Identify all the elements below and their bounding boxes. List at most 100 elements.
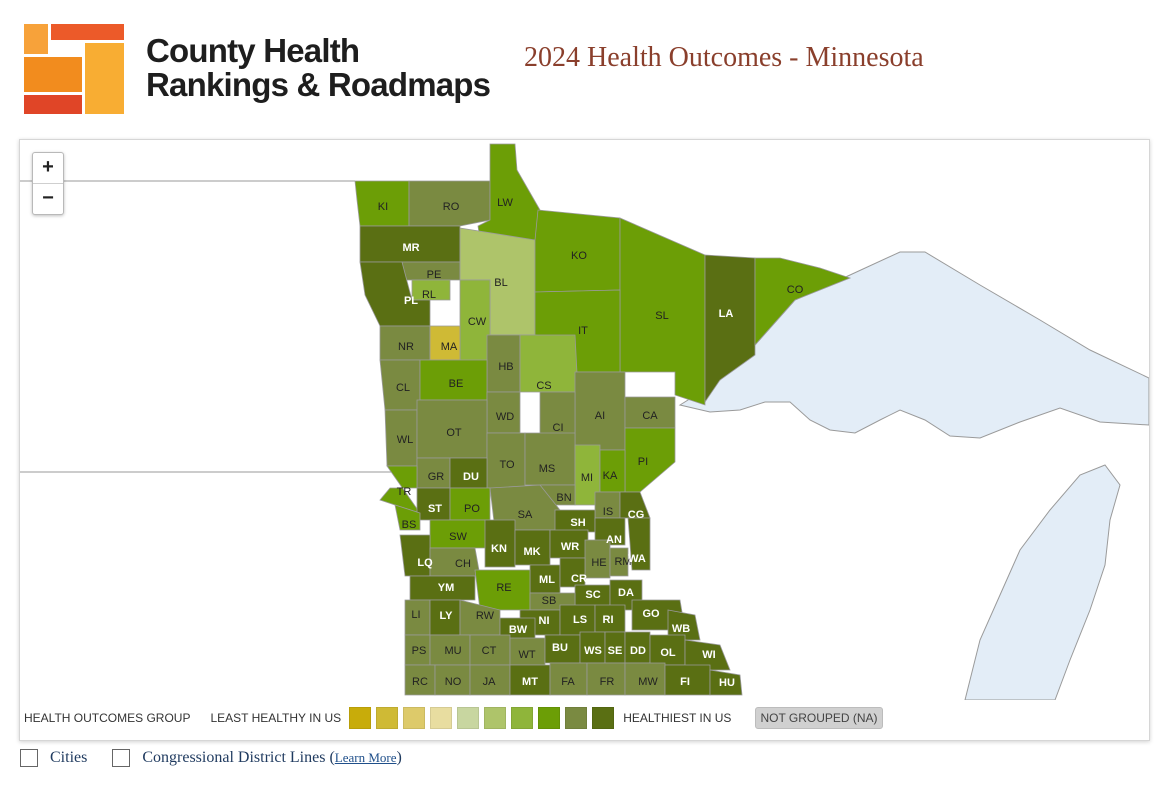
cities-checkbox[interactable]: [20, 749, 38, 767]
county-he[interactable]: [584, 539, 611, 579]
county-ca[interactable]: [624, 396, 676, 429]
county-cs[interactable]: [519, 334, 579, 393]
county-co[interactable]: [754, 257, 852, 347]
county-an[interactable]: [594, 517, 626, 546]
zoom-out-button[interactable]: −: [42, 187, 54, 209]
county-rc[interactable]: [404, 664, 436, 696]
brand-name: County Health Rankings & Roadmaps: [146, 32, 491, 102]
county-cw[interactable]: [459, 279, 491, 371]
cities-label[interactable]: Cities: [50, 749, 88, 766]
county-sh[interactable]: [554, 509, 596, 533]
legend-healthiest-label: HEALTHIEST IN US: [623, 711, 732, 725]
county-dd[interactable]: [624, 631, 651, 664]
county-se[interactable]: [604, 631, 626, 664]
county-du[interactable]: [449, 457, 488, 489]
county-is[interactable]: [594, 491, 621, 519]
map-options: Cities Congressional District Lines (Lea…: [20, 749, 402, 767]
county-kn[interactable]: [484, 519, 516, 568]
county-pe[interactable]: [401, 261, 461, 281]
county-ko[interactable]: [534, 209, 621, 293]
county-ws[interactable]: [579, 631, 606, 664]
county-mu[interactable]: [429, 634, 471, 666]
county-wr[interactable]: [549, 529, 589, 559]
county-wb[interactable]: [667, 609, 701, 641]
county-pl[interactable]: [359, 261, 431, 327]
county-mk[interactable]: [514, 529, 551, 566]
map-panel[interactable]: KI RO LW MR PE RL PL BL KO SL LA CO IT CW NR MA HB CS CL BE…: [19, 139, 1150, 741]
county-no[interactable]: [434, 664, 471, 696]
county-ms[interactable]: [524, 432, 576, 486]
legend-swatch-10: [592, 707, 615, 729]
water-bodies: [678, 251, 1149, 700]
county-ma[interactable]: [429, 325, 461, 361]
county-tr[interactable]: [379, 465, 422, 514]
county-st[interactable]: [416, 487, 451, 521]
legend-not-grouped-badge: NOT GROUPED (NA): [755, 707, 883, 729]
county-hb[interactable]: [486, 334, 521, 393]
brand-line-1: County Health: [146, 32, 360, 69]
counties[interactable]: [354, 143, 852, 696]
county-cr[interactable]: [559, 557, 586, 588]
legend-swatch-4: [430, 707, 453, 729]
zoom-in-button[interactable]: +: [33, 153, 63, 184]
county-wi[interactable]: [684, 639, 731, 671]
county-mw[interactable]: [624, 662, 666, 696]
county-nr[interactable]: [379, 325, 431, 361]
county-bs[interactable]: [394, 504, 421, 531]
county-ot[interactable]: [416, 399, 488, 459]
county-wa[interactable]: [627, 517, 651, 571]
county-cl[interactable]: [379, 359, 421, 411]
county-to[interactable]: [486, 432, 526, 489]
legend-swatch-3: [403, 707, 426, 729]
county-po[interactable]: [449, 487, 491, 521]
county-li[interactable]: [404, 599, 431, 636]
congressional-checkbox[interactable]: [112, 749, 131, 767]
county-ri[interactable]: [594, 604, 626, 633]
county-lq[interactable]: [399, 534, 431, 577]
county-rl[interactable]: [411, 279, 451, 301]
county-mr[interactable]: [359, 225, 461, 263]
county-mt[interactable]: [509, 664, 551, 696]
county-sw[interactable]: [429, 519, 491, 549]
legend-swatch-1: [349, 707, 372, 729]
county-sl[interactable]: [619, 217, 706, 406]
county-bu[interactable]: [544, 634, 581, 664]
county-rm[interactable]: [609, 547, 629, 577]
learn-more-paren: (Learn More): [329, 749, 402, 766]
county-la[interactable]: [704, 254, 756, 404]
county-ja[interactable]: [469, 664, 511, 696]
county-ls[interactable]: [559, 604, 596, 636]
county-fa[interactable]: [549, 662, 588, 696]
county-wd[interactable]: [486, 391, 521, 434]
county-ym[interactable]: [409, 575, 476, 601]
county-ro[interactable]: [408, 180, 491, 227]
county-wl[interactable]: [384, 409, 418, 467]
congressional-label[interactable]: Congressional District Lines: [142, 749, 326, 766]
county-ka[interactable]: [599, 449, 626, 493]
county-cg[interactable]: [619, 491, 651, 519]
county-ps[interactable]: [404, 634, 431, 666]
county-ml[interactable]: [529, 564, 561, 594]
county-ol[interactable]: [649, 634, 686, 666]
county-ki[interactable]: [354, 180, 410, 227]
page-title: 2024 Health Outcomes - Minnesota: [524, 42, 924, 73]
county-wt[interactable]: [509, 637, 546, 666]
legend-swatch-9: [565, 707, 588, 729]
county-fi[interactable]: [664, 664, 711, 696]
county-ch[interactable]: [429, 547, 481, 577]
county-hu[interactable]: [709, 669, 743, 696]
county-ai[interactable]: [574, 371, 626, 451]
county-ct[interactable]: [469, 634, 511, 666]
chrr-logo: [24, 24, 124, 114]
county-gr[interactable]: [416, 457, 451, 489]
legend-swatch-2: [376, 707, 399, 729]
learn-more-link[interactable]: Learn More: [334, 750, 397, 765]
legend-group-label: HEALTH OUTCOMES GROUP: [24, 711, 191, 725]
county-re[interactable]: [474, 569, 531, 611]
county-ly[interactable]: [429, 599, 461, 636]
county-fr[interactable]: [586, 662, 626, 696]
county-pi[interactable]: [624, 427, 676, 493]
county-be[interactable]: [419, 359, 488, 401]
lake-superior: [678, 251, 1149, 439]
